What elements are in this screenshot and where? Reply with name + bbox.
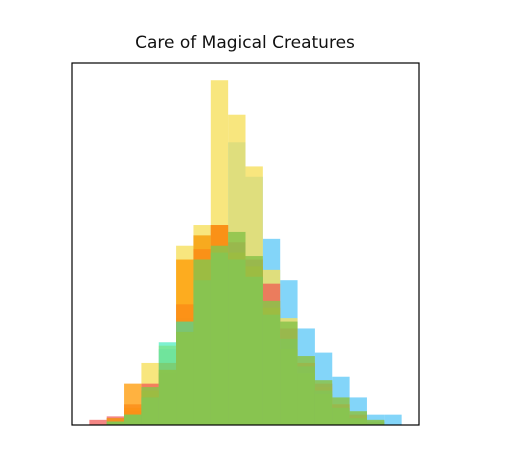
histogram-bar-s5-b16 <box>366 419 385 425</box>
histogram-bar-s2-b0 <box>89 419 107 425</box>
chart-title: Care of Magical Creatures <box>135 33 355 53</box>
histogram-bar-s5-b9 <box>245 256 263 425</box>
histogram-bar-s5-b4 <box>158 369 177 425</box>
histogram-bar-s5-b15 <box>349 411 367 425</box>
histogram-bar-s5-b2 <box>124 414 142 425</box>
histogram-bar-s5-b6 <box>193 259 211 425</box>
histogram-bar-s3-b2 <box>124 383 142 425</box>
histogram-bar-s5-b11 <box>280 321 298 425</box>
bars-layer <box>89 80 402 426</box>
histogram-bar-s0-b17 <box>384 414 402 425</box>
histogram-bar-s5-b7 <box>210 245 229 425</box>
plot-frame <box>71 62 420 426</box>
histogram-bar-s5-b12 <box>297 356 315 425</box>
histogram-bar-s5-b1 <box>106 421 125 425</box>
histogram-bar-s5-b3 <box>141 387 159 425</box>
histogram-bar-s5-b13 <box>314 380 333 425</box>
histogram-bar-s5-b8 <box>228 231 246 425</box>
histogram-bar-s5-b5 <box>176 331 194 425</box>
histogram-bar-s5-b14 <box>332 397 350 425</box>
histogram-bar-s5-b10 <box>262 300 281 425</box>
